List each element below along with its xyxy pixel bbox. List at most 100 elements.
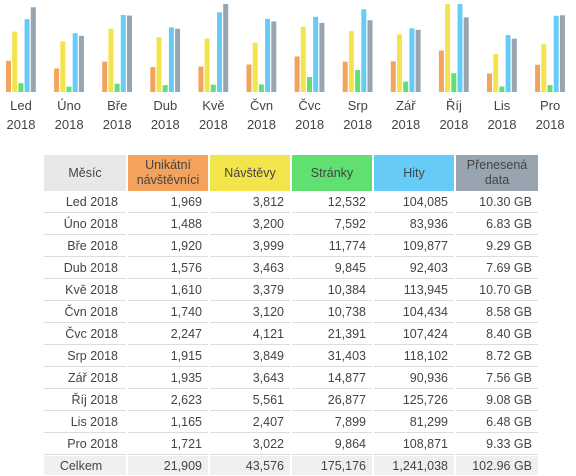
bar-hits (265, 18, 271, 92)
bar-hits (120, 15, 126, 92)
bar-unique-visitors (294, 56, 300, 92)
cell-bandwidth: 7.56 GB (456, 368, 538, 389)
cell-hits: 104,434 (374, 302, 454, 323)
x-tick-label: 2018 (247, 117, 276, 132)
bar-bandwidth (559, 15, 565, 93)
cell-unique: 1,740 (128, 302, 208, 323)
bar-visits (252, 42, 258, 92)
bar-visits (348, 31, 354, 92)
monthly-stats-table: Měsíc Unikátní návštěvníci Návštěvy Strá… (42, 154, 540, 476)
bar-pages (547, 85, 553, 92)
cell-unique: 2,623 (128, 390, 208, 411)
table-row: Zář 2018 1,935 3,643 14,877 90,936 7.56 GB (44, 368, 538, 389)
bar-bandwidth (223, 4, 229, 92)
bar-pages (258, 84, 264, 92)
bar-visits (108, 28, 114, 92)
cell-unique: 1,610 (128, 280, 208, 301)
bar-pages (499, 86, 505, 92)
bar-hits (313, 16, 319, 93)
x-tick-label: Úno (57, 98, 81, 113)
header-hits: Hity (374, 155, 454, 191)
cell-month: Led 2018 (44, 192, 126, 213)
bar-visits (300, 26, 306, 92)
bar-hits (553, 15, 559, 92)
cell-visits: 4,121 (210, 324, 290, 345)
cell-visits: 3,643 (210, 368, 290, 389)
cell-pages: 7,899 (292, 412, 372, 433)
cell-visits: 3,999 (210, 236, 290, 257)
cell-pages: 9,864 (292, 434, 372, 455)
cell-month: Dub 2018 (44, 258, 126, 279)
header-visits: Návštěvy (210, 155, 290, 191)
cell-visits: 5,561 (210, 390, 290, 411)
bar-pages (403, 81, 409, 92)
cell-hits: 104,085 (374, 192, 454, 213)
bar-unique-visitors (487, 73, 492, 92)
header-unique-visitors: Unikátní návštěvníci (128, 155, 208, 191)
x-tick-label: Čvc (298, 98, 321, 113)
cell-pages: 26,877 (292, 390, 372, 411)
x-tick-label: Bře (107, 98, 127, 113)
cell-hits: 113,945 (374, 280, 454, 301)
table-row: Pro 2018 1,721 3,022 9,864 108,871 9.33 GB (44, 434, 538, 455)
cell-pages: 10,738 (292, 302, 372, 323)
cell-pages: 10,384 (292, 280, 372, 301)
bar-unique-visitors (438, 50, 444, 92)
bar-hits (457, 4, 463, 92)
cell-hits: 118,102 (374, 346, 454, 367)
table-row: Čvc 2018 2,247 4,121 21,391 107,424 8.40 GB (44, 324, 538, 345)
cell-visits: 3,200 (210, 214, 290, 235)
x-tick-label: 2018 (391, 117, 420, 132)
bar-unique-visitors (246, 64, 252, 92)
bar-pages (114, 83, 120, 92)
x-tick-label: Kvě (202, 98, 224, 113)
bar-bandwidth (463, 17, 469, 92)
bar-pages (210, 84, 216, 92)
table-row: Dub 2018 1,576 3,463 9,845 92,403 7.69 GB (44, 258, 538, 279)
bar-unique-visitors (342, 61, 348, 92)
cell-pages: 14,877 (292, 368, 372, 389)
cell-bandwidth: 9.08 GB (456, 390, 538, 411)
cell-bandwidth: 8.40 GB (456, 324, 538, 345)
table-row: Bře 2018 1,920 3,999 11,774 109,877 9.29 GB (44, 236, 538, 257)
cell-bandwidth: 6.48 GB (456, 412, 538, 433)
cell-bandwidth: 9.29 GB (456, 236, 538, 257)
header-month: Měsíc (44, 155, 126, 191)
cell-month: Pro 2018 (44, 434, 126, 455)
cell-month: Čvn 2018 (44, 302, 126, 323)
x-tick-label: 2018 (103, 117, 132, 132)
bar-visits (156, 37, 162, 92)
cell-visits: 2,407 (210, 412, 290, 433)
bar-bandwidth (30, 7, 36, 93)
table-row: Kvě 2018 1,610 3,379 10,384 113,945 10.70 GB (44, 280, 538, 301)
bar-bandwidth (367, 20, 373, 93)
bar-bandwidth (127, 15, 132, 93)
bar-bandwidth (511, 38, 517, 92)
bar-visits (12, 31, 18, 92)
bar-bandwidth (415, 29, 421, 92)
x-tick-label: Srp (348, 98, 368, 113)
cell-hits: 92,403 (374, 258, 454, 279)
cell-pages: 9,845 (292, 258, 372, 279)
x-tick-label: 2018 (343, 117, 372, 132)
table-header-row: Měsíc Unikátní návštěvníci Návštěvy Strá… (44, 155, 538, 191)
cell-hits: 81,299 (374, 412, 454, 433)
bar-pages (162, 85, 168, 92)
bar-unique-visitors (198, 66, 204, 92)
bar-bandwidth (319, 22, 325, 93)
cell-pages: 31,403 (292, 346, 372, 367)
cell-month: Zář 2018 (44, 368, 126, 389)
bar-visits (60, 41, 66, 92)
cell-hits: 125,726 (374, 390, 454, 411)
x-tick-label: 2018 (295, 117, 324, 132)
cell-hits: 109,877 (374, 236, 454, 257)
bar-pages (66, 86, 72, 92)
cell-bandwidth: 7.69 GB (456, 258, 538, 279)
bar-hits (168, 27, 174, 92)
bar-hits (505, 35, 511, 92)
cell-visits: 3,379 (210, 280, 290, 301)
table-row: Srp 2018 1,915 3,849 31,403 118,102 8.72 GB (44, 346, 538, 367)
cell-month: Čvc 2018 (44, 324, 126, 345)
bar-hits (72, 33, 78, 92)
cell-bandwidth: 9.33 GB (456, 434, 538, 455)
